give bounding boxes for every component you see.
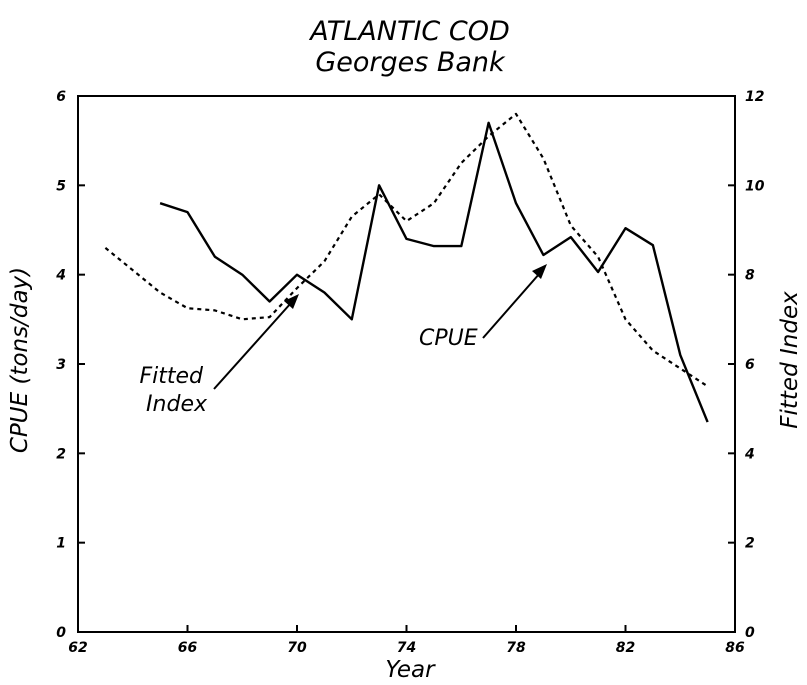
y-tick-label: 6 [56,89,66,105]
annotation-fitted-line-2: Index [146,392,208,417]
x-axis-title: Year [385,657,436,683]
y2-tick-label: 6 [745,357,755,373]
series-layer [104,112,709,423]
x-tick-label: 70 [287,640,307,656]
annotation-fitted-index: Fitted Index [139,364,210,417]
x-tick-label: 62 [68,640,87,656]
annotation-cpue-arrow-line [482,272,541,339]
x-tick-label: 66 [178,640,198,656]
y-tick-label: 5 [56,178,66,194]
annotations: Fitted Index CPUE [139,264,547,417]
y2-tick-label: 2 [745,536,755,552]
y-tick-label: 2 [56,446,66,462]
chart-title: ATLANTIC COD [308,16,510,47]
y-axis-title: CPUE (tons/day) [7,267,33,453]
annotation-cpue-arrowhead [532,264,547,279]
x-tick-label: 82 [616,640,635,656]
y2-tick-label: 0 [745,625,755,641]
series-line-fitted-index [104,112,709,388]
annotation-fitted-line-1: Fitted [139,364,204,389]
y2-tick-label: 12 [745,89,764,105]
x-tick-label: 78 [506,640,526,656]
y-tick-label: 1 [56,536,66,552]
x-tick-label: 86 [725,640,745,656]
chart-subtitle: Georges Bank [315,47,506,78]
annotation-fitted-arrow-line [213,302,292,390]
y2-tick-label: 8 [745,268,755,284]
y2-tick-label: 10 [745,178,765,194]
y-tick-label: 3 [56,357,66,373]
y2-axis-title: Fitted Index [777,291,803,429]
annotation-cpue: CPUE [419,326,478,351]
x-tick-label: 74 [397,640,416,656]
annotation-fitted-arrowhead [284,294,299,309]
y-tick-label: 4 [55,268,66,284]
y2-tick-label: 4 [744,446,755,462]
y-tick-label: 0 [56,625,66,641]
series-line-cpue [159,121,709,423]
